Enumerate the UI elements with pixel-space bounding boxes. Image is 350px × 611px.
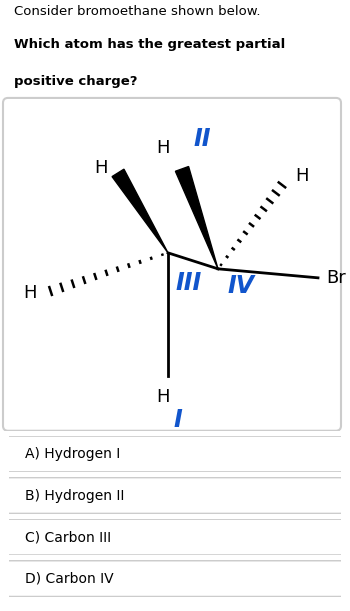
Text: positive charge?: positive charge? xyxy=(14,75,138,88)
Text: H: H xyxy=(295,167,308,185)
Text: H: H xyxy=(23,284,37,302)
Text: H: H xyxy=(156,139,170,157)
Text: D) Carbon IV: D) Carbon IV xyxy=(25,572,114,585)
Text: A) Hydrogen I: A) Hydrogen I xyxy=(25,447,121,461)
Text: Which atom has the greatest partial: Which atom has the greatest partial xyxy=(14,38,285,51)
FancyBboxPatch shape xyxy=(0,519,350,555)
FancyBboxPatch shape xyxy=(0,478,350,513)
FancyBboxPatch shape xyxy=(0,436,350,472)
Text: Br: Br xyxy=(326,269,346,287)
Text: II: II xyxy=(194,127,211,151)
Text: Consider bromoethane shown below.: Consider bromoethane shown below. xyxy=(14,5,260,18)
Text: B) Hydrogen II: B) Hydrogen II xyxy=(25,489,125,502)
FancyBboxPatch shape xyxy=(3,98,341,431)
Text: H: H xyxy=(156,388,170,406)
Text: III: III xyxy=(176,271,202,295)
FancyBboxPatch shape xyxy=(0,561,350,596)
Polygon shape xyxy=(112,169,168,253)
Text: I: I xyxy=(174,408,182,432)
Text: H: H xyxy=(94,159,108,177)
Text: IV: IV xyxy=(228,274,255,298)
Text: C) Carbon III: C) Carbon III xyxy=(25,530,112,544)
Polygon shape xyxy=(175,167,218,269)
